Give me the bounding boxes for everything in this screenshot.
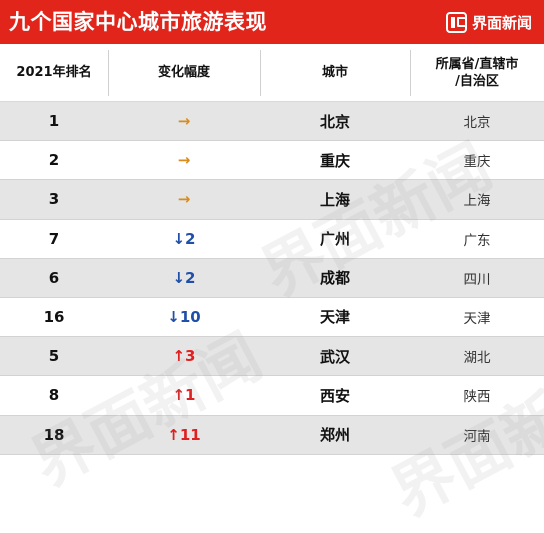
city-cell: 成都 bbox=[319, 269, 350, 288]
column-header-province: 所属省/直辖市 /自治区 bbox=[410, 44, 544, 101]
change-cell: ↓10 bbox=[167, 307, 201, 326]
rank-cell: 7 bbox=[48, 229, 60, 248]
city-cell: 重庆 bbox=[319, 151, 350, 170]
change-cell: → bbox=[177, 190, 191, 209]
table-row: 8 ↑1 西安 陕西 bbox=[0, 376, 544, 416]
table-row: 5 ↑3 武汉 湖北 bbox=[0, 337, 544, 377]
rank-cell: 8 bbox=[48, 386, 60, 405]
table-body: 1 → 北京 北京 2 → 重庆 重庆 3 → 上海 上海 7 ↓2 广州 广东 6 ↓2 成都 四川 16 ↓10 天津 天… bbox=[0, 102, 544, 455]
change-cell: ↑3 bbox=[172, 347, 196, 366]
column-header-province-line2: /自治区 bbox=[455, 73, 499, 89]
city-cell: 广州 bbox=[319, 230, 350, 249]
city-cell: 北京 bbox=[319, 112, 350, 131]
province-cell: 上海 bbox=[463, 193, 491, 210]
title-bar: 九个国家中心城市旅游表现 界面新闻 bbox=[0, 0, 544, 44]
province-cell: 重庆 bbox=[463, 154, 491, 171]
change-cell: → bbox=[177, 112, 191, 130]
page-title: 九个国家中心城市旅游表现 bbox=[9, 10, 267, 34]
column-divider bbox=[410, 50, 411, 96]
column-divider bbox=[260, 50, 261, 96]
change-cell: ↓2 bbox=[172, 268, 196, 287]
province-cell: 湖北 bbox=[463, 350, 491, 367]
city-cell: 郑州 bbox=[319, 426, 350, 444]
province-cell: 天津 bbox=[463, 310, 491, 327]
table-row: 18 ↑11 郑州 河南 bbox=[0, 415, 544, 455]
table-row: 7 ↓2 广州 广东 bbox=[0, 219, 544, 259]
brand-logo: 界面新闻 bbox=[445, 9, 532, 35]
jiemian-logo-icon bbox=[445, 11, 467, 33]
change-cell: → bbox=[177, 151, 191, 170]
rank-cell: 18 bbox=[43, 425, 65, 444]
column-header-city: 城市 bbox=[321, 65, 348, 80]
column-divider bbox=[108, 50, 109, 96]
column-header-change: 变化幅度 bbox=[157, 65, 210, 80]
city-cell: 西安 bbox=[319, 386, 350, 405]
province-cell: 四川 bbox=[463, 271, 491, 288]
province-cell: 河南 bbox=[463, 428, 491, 445]
rank-cell: 6 bbox=[48, 268, 60, 287]
table-row: 3 → 上海 上海 bbox=[0, 180, 544, 220]
change-cell: ↑11 bbox=[167, 425, 201, 444]
rank-cell: 16 bbox=[43, 307, 65, 326]
table-row: 1 → 北京 北京 bbox=[0, 102, 544, 142]
city-cell: 上海 bbox=[319, 190, 350, 209]
brand-name: 界面新闻 bbox=[471, 13, 532, 32]
rank-cell: 2 bbox=[48, 151, 60, 170]
column-header-rank: 2021年排名 bbox=[16, 65, 92, 80]
province-cell: 北京 bbox=[463, 115, 491, 131]
table-row: 16 ↓10 天津 天津 bbox=[0, 297, 544, 338]
province-cell: 广东 bbox=[463, 232, 491, 249]
table-row: 6 ↓2 成都 四川 bbox=[0, 258, 544, 298]
change-cell: ↑1 bbox=[172, 386, 196, 405]
rank-cell: 1 bbox=[48, 112, 60, 130]
column-header-province-line1: 所属省/直辖市 bbox=[435, 56, 519, 72]
table-header: 2021年排名 变化幅度 城市 所属省/直辖市 /自治区 bbox=[0, 44, 544, 102]
city-cell: 武汉 bbox=[319, 347, 350, 366]
rank-cell: 5 bbox=[48, 347, 60, 366]
city-cell: 天津 bbox=[319, 308, 350, 327]
change-cell: ↓2 bbox=[172, 229, 196, 248]
province-cell: 陕西 bbox=[463, 389, 491, 406]
rank-cell: 3 bbox=[48, 190, 60, 209]
table-row: 2 → 重庆 重庆 bbox=[0, 141, 544, 181]
